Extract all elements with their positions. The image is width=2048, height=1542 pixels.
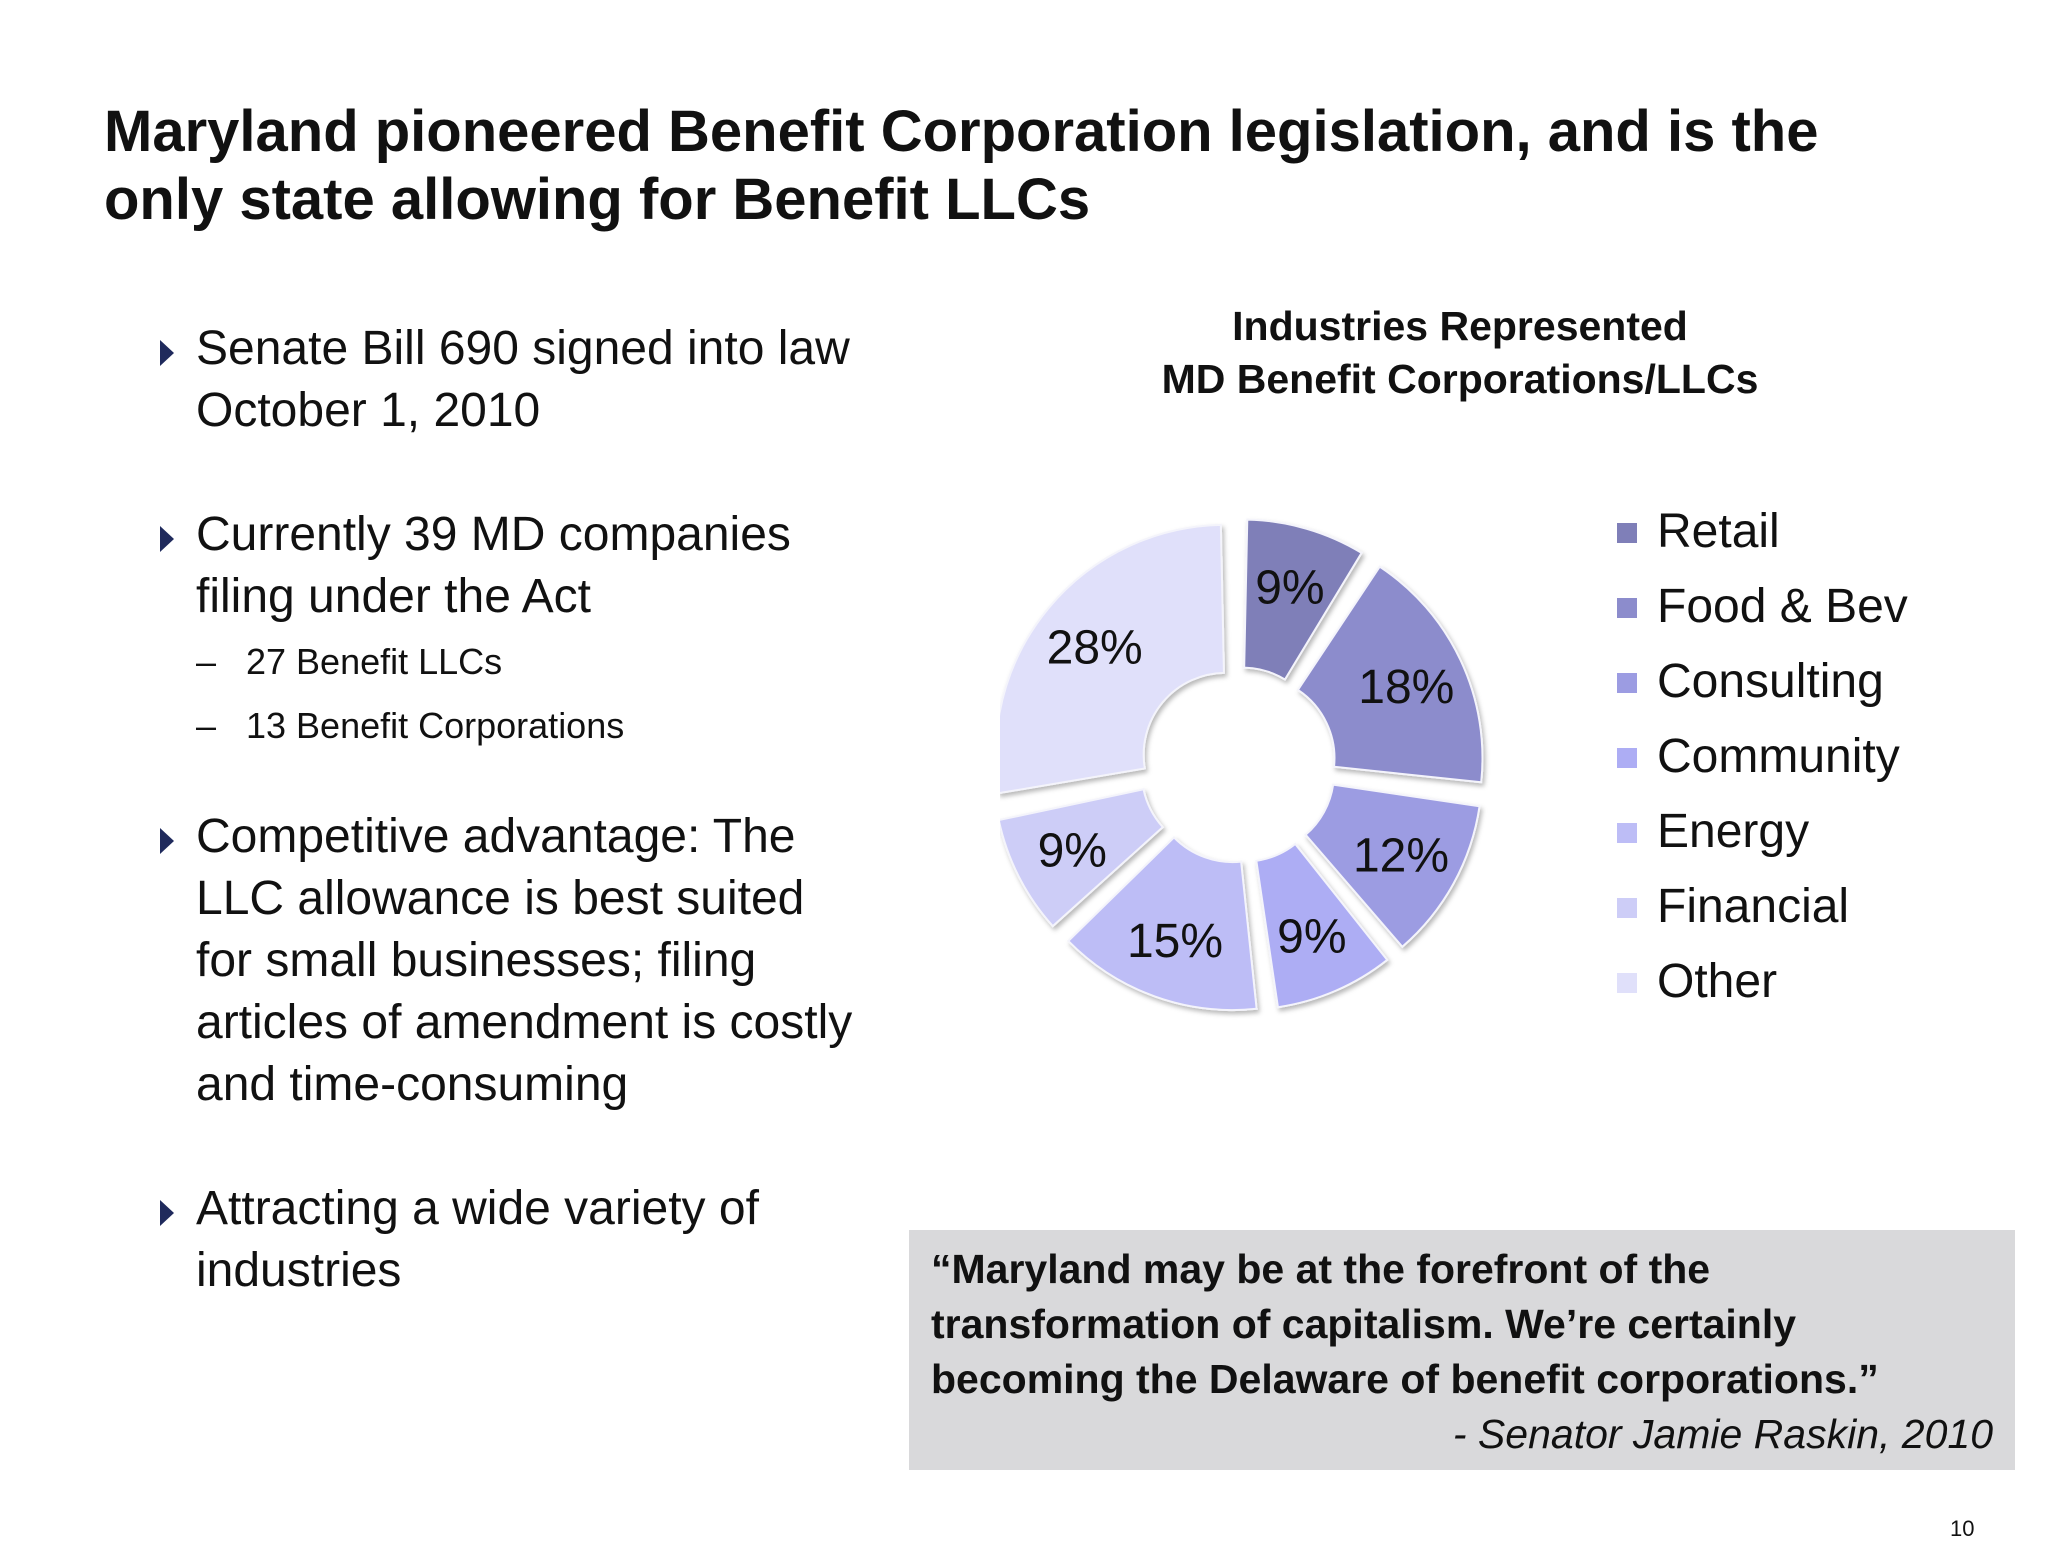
bullet-text: filing under the Act xyxy=(196,570,591,623)
chart-legend: Retail Food & Bev Consulting Community E… xyxy=(1617,502,1908,1027)
quote-line: transformation of capitalism. We’re cert… xyxy=(931,1301,1797,1347)
slide-title-line: only state allowing for Benefit LLCs xyxy=(104,167,1091,232)
bullet-arrow-icon xyxy=(160,340,174,366)
chart-data-labels: 9%18%12%9%15%9%28% xyxy=(1038,561,1455,968)
quote-line: becoming the Delaware of benefit corpora… xyxy=(931,1356,1879,1402)
bullet-list: Senate Bill 690 signed into law October … xyxy=(160,318,920,1302)
bullet-text: industries xyxy=(196,1244,402,1297)
quote-box: “Maryland may be at the forefront of the… xyxy=(909,1230,2015,1470)
bullet-text: Senate Bill 690 signed into law xyxy=(196,322,850,375)
bullet-text: October 1, 2010 xyxy=(196,384,541,437)
quote-line: “Maryland may be at the forefront of the xyxy=(931,1246,1711,1292)
legend-swatch xyxy=(1617,898,1637,918)
quote-text: “Maryland may be at the forefront of the… xyxy=(931,1242,1993,1407)
quote-attribution: - Senator Jamie Raskin, 2010 xyxy=(1452,1411,1993,1457)
legend-swatch xyxy=(1617,673,1637,693)
legend-item: Community xyxy=(1617,727,1908,802)
bullet-text: LLC allowance is best suited xyxy=(196,872,805,925)
legend-label: Retail xyxy=(1657,505,1780,558)
pie-data-label: 9% xyxy=(1038,824,1107,877)
pie-data-label: 9% xyxy=(1277,911,1346,964)
slide-title: Maryland pioneered Benefit Corporation l… xyxy=(104,98,2004,234)
legend-swatch xyxy=(1617,523,1637,543)
bullet-arrow-icon xyxy=(160,828,174,854)
bullet-text: Currently 39 MD companies xyxy=(196,508,791,561)
pie-data-label: 9% xyxy=(1255,561,1324,614)
bullet-text: articles of amendment is costly xyxy=(196,996,853,1049)
legend-swatch xyxy=(1617,598,1637,618)
bullet-text: Competitive advantage: The xyxy=(196,810,796,863)
bullet-arrow-icon xyxy=(160,1200,174,1226)
legend-label: Financial xyxy=(1657,880,1850,933)
pie-slice-retail xyxy=(1243,518,1363,681)
pie-slice-food-bev xyxy=(1296,565,1484,784)
pie-data-label: 15% xyxy=(1127,915,1223,968)
pie-data-label: 18% xyxy=(1358,661,1454,714)
pie-slice-financial xyxy=(1000,788,1165,928)
pie-slice-other xyxy=(1000,523,1225,794)
legend-label: Food & Bev xyxy=(1657,580,1908,633)
bullet-item: Currently 39 MD companies filing under t… xyxy=(160,504,920,628)
legend-item: Financial xyxy=(1617,877,1908,952)
legend-swatch xyxy=(1617,973,1637,993)
bullet-item: Senate Bill 690 signed into law October … xyxy=(160,318,920,442)
legend-label: Consulting xyxy=(1657,655,1884,708)
legend-item: Food & Bev xyxy=(1617,577,1908,652)
legend-label: Community xyxy=(1657,730,1900,783)
sub-bullet-text: 13 Benefit Corporations xyxy=(246,705,625,746)
legend-item: Other xyxy=(1617,952,1908,1027)
bullet-arrow-icon xyxy=(160,526,174,552)
bullet-item: Attracting a wide variety of industries xyxy=(160,1178,920,1302)
pie-data-label: 12% xyxy=(1353,830,1449,883)
pie-data-label: 28% xyxy=(1047,621,1143,674)
slide-title-line: Maryland pioneered Benefit Corporation l… xyxy=(104,99,1819,164)
chart-title-line: Industries Represented xyxy=(1232,303,1688,349)
chart-slices xyxy=(1000,518,1484,1012)
sub-bullet-dash: – xyxy=(196,641,217,682)
page-number: 10 xyxy=(1950,1516,1975,1541)
bullet-text: Attracting a wide variety of xyxy=(196,1182,759,1235)
bullet-text: for small businesses; filing xyxy=(196,934,757,987)
legend-swatch xyxy=(1617,823,1637,843)
legend-label: Other xyxy=(1657,955,1778,1008)
sub-bullet-text: 27 Benefit LLCs xyxy=(246,641,503,682)
bullet-text: and time-consuming xyxy=(196,1058,629,1111)
legend-item: Consulting xyxy=(1617,652,1908,727)
doughnut-chart: 9%18%12%9%15%9%28% xyxy=(1000,518,1484,1012)
sub-bullet-item: – 27 Benefit LLCs xyxy=(160,642,920,682)
legend-label: Energy xyxy=(1657,805,1810,858)
sub-bullet-item: – 13 Benefit Corporations xyxy=(160,706,920,746)
chart-title: Industries Represented MD Benefit Corpor… xyxy=(1060,300,1860,406)
sub-bullet-dash: – xyxy=(196,705,217,746)
pie-slice-energy xyxy=(1066,836,1258,1012)
legend-item: Energy xyxy=(1617,802,1908,877)
legend-swatch xyxy=(1617,748,1637,768)
legend-item: Retail xyxy=(1617,502,1908,577)
pie-slice-consulting xyxy=(1304,783,1481,949)
pie-slice-community xyxy=(1255,842,1389,1009)
chart-title-line: MD Benefit Corporations/LLCs xyxy=(1161,356,1759,402)
bullet-item: Competitive advantage: The LLC allowance… xyxy=(160,806,920,1116)
